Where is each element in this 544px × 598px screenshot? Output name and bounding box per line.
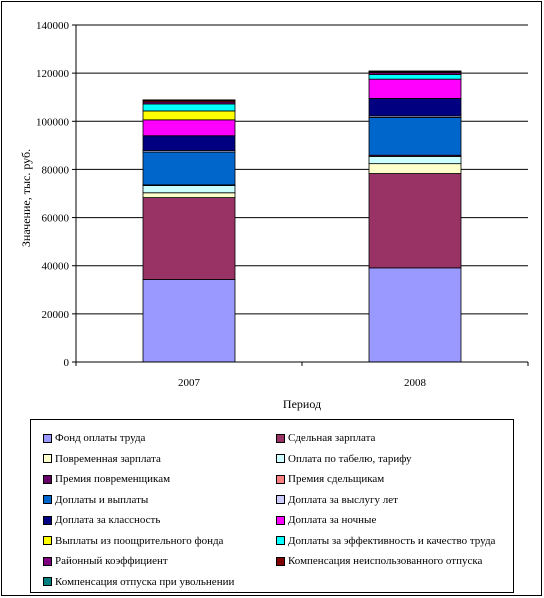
legend-swatch <box>43 536 52 545</box>
legend-label: Доплата за ночные <box>288 514 377 526</box>
legend-item: Фонд оплаты труда <box>43 430 145 446</box>
axes: 0 20000 40000 60000 80000 100000 120000 140000 2… <box>36 20 529 389</box>
bars <box>142 70 462 363</box>
legend-item: Выплаты из поощрительного фонда <box>43 533 223 549</box>
legend-swatch <box>43 474 52 484</box>
legend-label: Премия повременщикам <box>55 473 171 485</box>
bar-segment <box>142 192 236 198</box>
bar-segment <box>142 279 236 363</box>
bar-segment <box>368 163 462 174</box>
legend-swatch <box>276 515 285 525</box>
y-tick-label: 60000 <box>42 213 70 225</box>
bar-segment <box>142 119 236 137</box>
y-tick-label: 0 <box>64 357 70 369</box>
bar-segment <box>142 99 236 101</box>
y-tick-label: 100000 <box>36 116 70 128</box>
legend-swatch <box>276 536 285 545</box>
legend-swatch <box>43 454 52 463</box>
legend-swatch <box>43 495 52 504</box>
bar-segment <box>142 185 236 194</box>
legend-swatch <box>276 454 285 463</box>
y-axis-label: Значение, тыс. руб. <box>19 149 33 247</box>
legend-swatch <box>43 515 52 525</box>
bar-segment <box>142 197 236 280</box>
legend-swatch <box>276 556 285 566</box>
y-tick-label: 140000 <box>36 20 70 32</box>
legend-swatch <box>43 556 52 566</box>
legend-swatch <box>276 433 285 443</box>
x-tick-label: 2007 <box>178 377 201 389</box>
x-tick-label: 2008 <box>404 377 427 389</box>
legend-item: Доплата за выслугу лет <box>276 492 398 508</box>
legend-label: Повременная зарплата <box>55 452 161 465</box>
legend-label: Доплаты и выплаты <box>55 493 149 506</box>
legend-label: Доплата за выслугу лет <box>288 493 398 506</box>
legend-label: Фонд оплаты труда <box>55 432 146 444</box>
legend-label: Компенсация отпуска при увольнении <box>55 575 235 588</box>
bar-segment <box>368 98 462 117</box>
bar-segment <box>368 156 462 165</box>
bar-segment <box>142 135 236 152</box>
legend-label: Сдельная зарплата <box>288 432 376 444</box>
legend-item: Доплаты за эффективность и качество труд… <box>276 533 495 549</box>
legend-item: Премия сдельщикам <box>276 471 384 487</box>
legend-item: Премия повременщикам <box>43 471 170 487</box>
y-tick-label: 80000 <box>42 164 70 176</box>
legend-item: Доплата за ночные <box>276 512 376 528</box>
legend-label: Компенсация неиспользованного отпуска <box>288 555 483 567</box>
x-axis-label: Период <box>283 397 321 411</box>
legend-item: Компенсация отпуска при увольнении <box>43 574 234 590</box>
legend-label: Доплата за классность <box>55 514 161 526</box>
legend-item: Районный коэффициент <box>43 553 168 569</box>
bar-segment <box>368 267 462 363</box>
legend-item: Сдельная зарплата <box>276 430 375 446</box>
legend-swatch <box>43 433 52 443</box>
legend-swatch <box>276 474 285 484</box>
legend-item: Повременная зарплата <box>43 451 161 467</box>
bar-segment <box>368 70 462 73</box>
legend-item: Оплата по табелю, тарифу <box>276 451 412 467</box>
legend-label: Доплаты за эффективность и качество труд… <box>288 534 496 547</box>
legend-label: Районный коэффициент <box>55 555 168 567</box>
legend-item: Доплаты и выплаты <box>43 492 148 508</box>
legend-label: Выплаты из поощрительного фонда <box>55 534 224 547</box>
legend-item: Компенсация неиспользованного отпуска <box>276 553 482 569</box>
legend-label: Премия сдельщикам <box>288 473 385 485</box>
bar-segment <box>142 110 236 121</box>
legend-item: Доплата за классность <box>43 512 160 528</box>
legend: Фонд оплаты труда Сдельная зарплата Поврем… <box>30 419 514 593</box>
legend-swatch <box>43 577 52 586</box>
bar-segment <box>368 78 462 99</box>
bar-segment <box>142 151 236 186</box>
y-tick-label: 40000 <box>42 261 70 273</box>
legend-swatch <box>276 495 285 504</box>
y-tick-label: 120000 <box>36 68 70 80</box>
y-tick-label: 20000 <box>42 309 70 321</box>
legend-label: Оплата по табелю, тарифу <box>288 452 412 465</box>
bar-segment <box>368 173 462 269</box>
bar-segment <box>368 117 462 156</box>
bar-segment <box>368 74 462 80</box>
bar-segment <box>142 103 236 112</box>
